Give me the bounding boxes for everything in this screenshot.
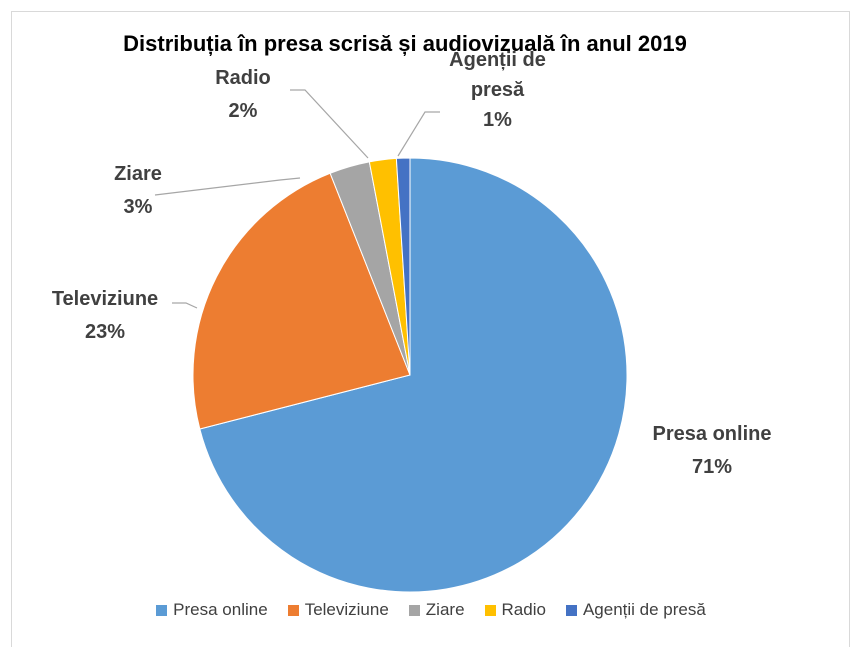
pie-slice <box>192 172 411 430</box>
data-label-value: 71% <box>691 456 733 478</box>
legend-label: Ziare <box>425 600 465 619</box>
legend-item: Agenții de presă <box>565 600 706 620</box>
leader-line <box>397 111 440 157</box>
pie-slice <box>395 157 411 376</box>
data-label-name: Ziare <box>114 163 162 185</box>
legend-label: Televiziune <box>304 600 389 619</box>
data-label-name: Radio <box>215 67 271 89</box>
data-label-name: Televiziune <box>51 288 159 310</box>
legend-item: Radio <box>484 600 546 620</box>
legend-swatch <box>484 604 496 616</box>
pie-slice <box>199 157 628 593</box>
data-label-value: 2% <box>228 100 258 122</box>
leader-line <box>290 89 369 159</box>
data-label-name: Presa online <box>652 423 772 445</box>
leader-line <box>172 302 198 309</box>
chart-border <box>11 11 850 647</box>
legend-swatch <box>408 604 420 616</box>
legend-item: Ziare <box>408 600 465 620</box>
legend-swatch <box>565 604 577 616</box>
data-label-value: 23% <box>84 321 126 343</box>
data-label: Ziare 3% <box>78 158 198 224</box>
data-label: Agenții de presă 1% <box>425 45 570 135</box>
leader-line <box>154 177 301 196</box>
legend-swatch <box>287 604 299 616</box>
legend-label: Agenții de presă <box>582 600 706 619</box>
data-label-value: 1% <box>483 109 512 131</box>
legend-item: Televiziune <box>287 600 389 620</box>
data-label: Televiziune 23% <box>15 283 195 349</box>
data-label: Presa online 71% <box>622 418 802 484</box>
data-label-name: Agenții de presă <box>449 49 546 101</box>
data-label-value: 3% <box>123 196 153 218</box>
legend-label: Presa online <box>173 600 268 619</box>
legend-label: Radio <box>501 600 546 619</box>
data-label: Radio 2% <box>183 62 303 128</box>
legend: Presa online Televiziune Ziare Radio Agenții… <box>0 600 862 620</box>
legend-item: Presa online <box>156 600 268 620</box>
chart-title: Distribuția în presa scrisă și audiovizu… <box>123 31 687 56</box>
legend-swatch <box>156 604 168 616</box>
